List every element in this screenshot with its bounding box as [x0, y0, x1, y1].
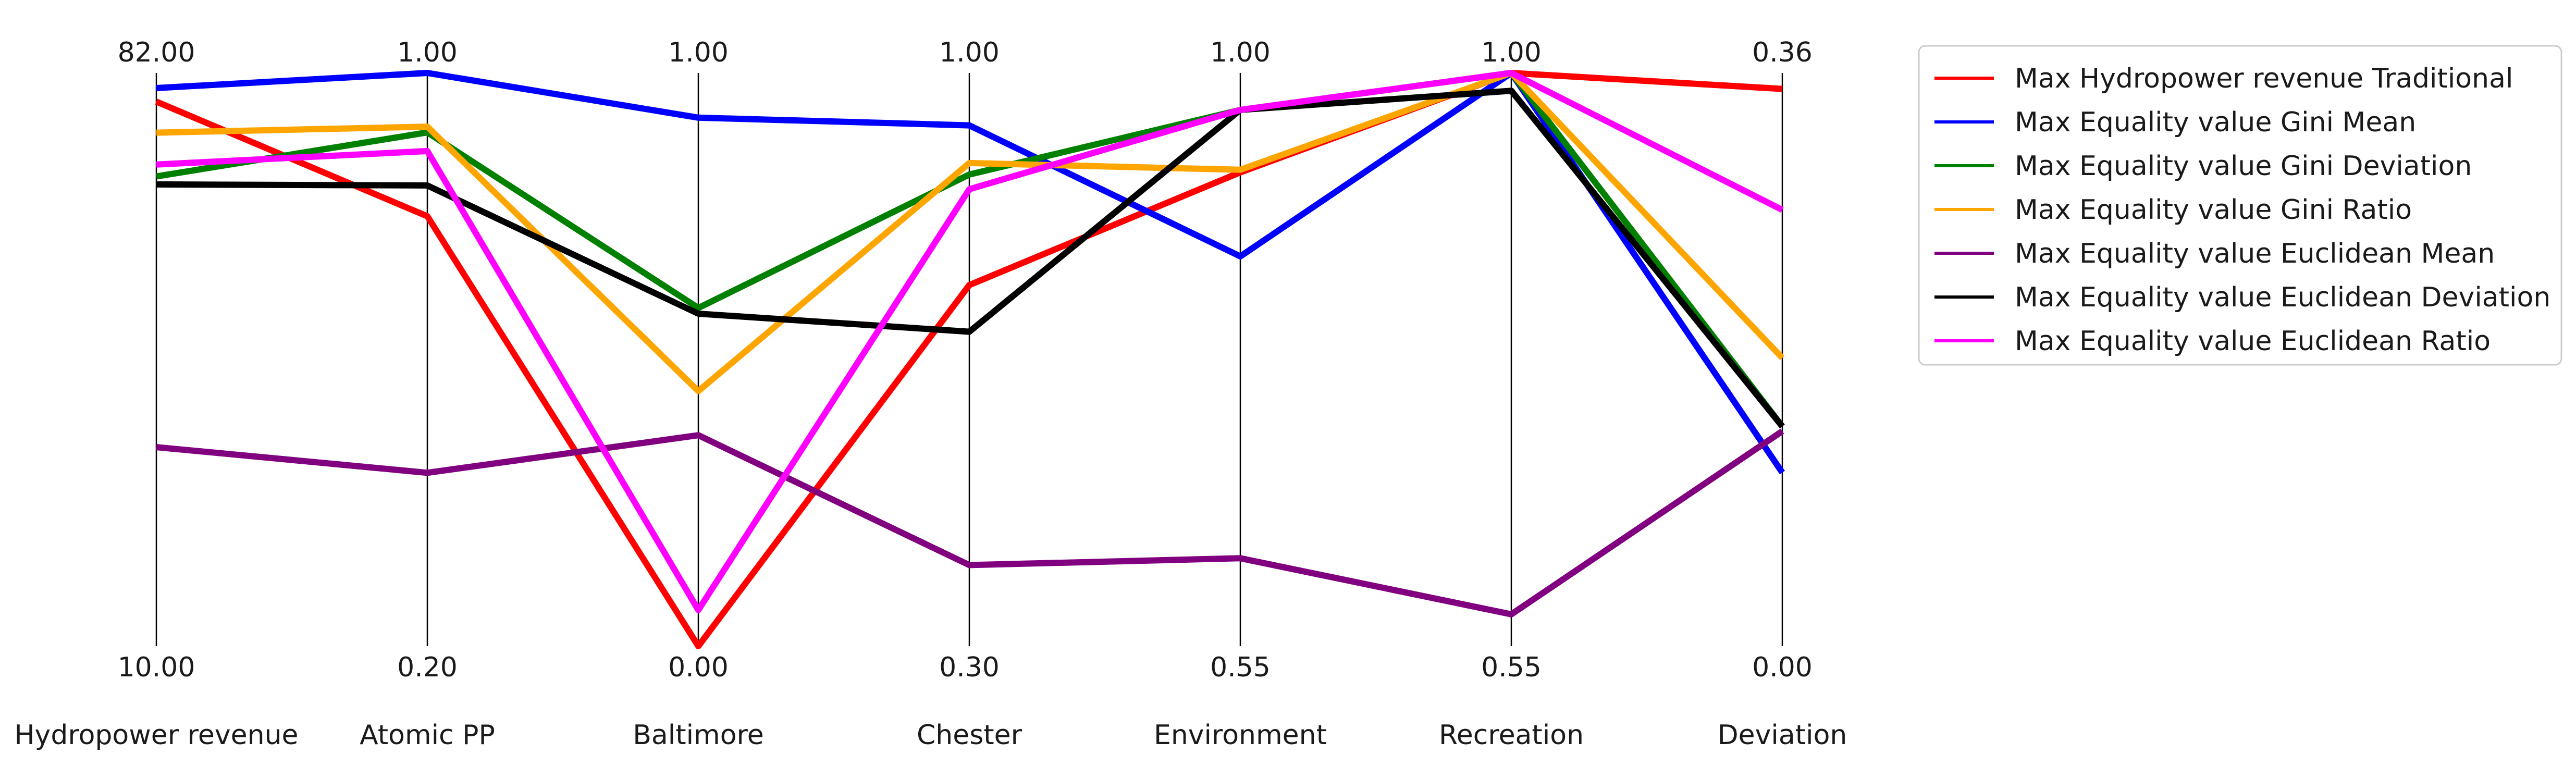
legend-label: Max Equality value Euclidean Deviation — [2015, 282, 2550, 313]
axis-name-label: Deviation — [1718, 720, 1847, 751]
axis-max-label: 82.00 — [118, 37, 195, 68]
axis-name-label: Environment — [1154, 720, 1327, 751]
axes-layer — [155, 73, 1783, 646]
legend-box — [1918, 45, 2562, 366]
legend-label: Max Equality value Gini Mean — [2015, 107, 2416, 138]
legend-label: Max Equality value Euclidean Ratio — [2015, 326, 2491, 357]
axis-name-label: Baltimore — [633, 720, 764, 751]
series-line-5 — [156, 428, 1784, 617]
series-line-6 — [156, 88, 1785, 429]
axis-max-label: 0.36 — [1752, 37, 1813, 68]
axis-max-label: 1.00 — [939, 37, 1000, 68]
axis-max-label: 1.00 — [1210, 37, 1271, 68]
legend-label: Max Equality value Euclidean Mean — [2015, 238, 2495, 269]
series-line-7 — [156, 70, 1784, 613]
axis-min-label: 0.55 — [1481, 652, 1542, 683]
axis-name-label: Recreation — [1439, 720, 1584, 751]
axis-min-label: 0.20 — [397, 652, 458, 683]
series-layer — [155, 70, 1785, 649]
legend-label: Max Hydropower revenue Traditional — [2015, 63, 2513, 94]
axis-max-label: 1.00 — [668, 37, 729, 68]
axis-max-label: 1.00 — [397, 37, 458, 68]
legend-label: Max Equality value Gini Ratio — [2015, 194, 2412, 226]
axis-min-label: 10.00 — [118, 652, 195, 683]
axis-name-label: Atomic PP — [360, 720, 495, 751]
axis-min-label: 0.00 — [1752, 652, 1813, 683]
axis-name-label: Chester — [917, 720, 1022, 751]
axis-min-label: 0.55 — [1210, 652, 1271, 683]
axis-name-label: Hydropower revenue — [14, 720, 298, 751]
axis-min-label: 0.00 — [668, 652, 729, 683]
axis-max-label: 1.00 — [1481, 37, 1542, 68]
axis-min-label: 0.30 — [939, 652, 1000, 683]
axis-labels-layer: 82.00 10.00 Hydropower revenue 1.00 0.20 Atom… — [14, 37, 1847, 751]
legend-label: Max Equality value Gini Deviation — [2015, 151, 2472, 182]
legend: Max Hydropower revenue Traditional Max Eq… — [1918, 45, 2562, 366]
